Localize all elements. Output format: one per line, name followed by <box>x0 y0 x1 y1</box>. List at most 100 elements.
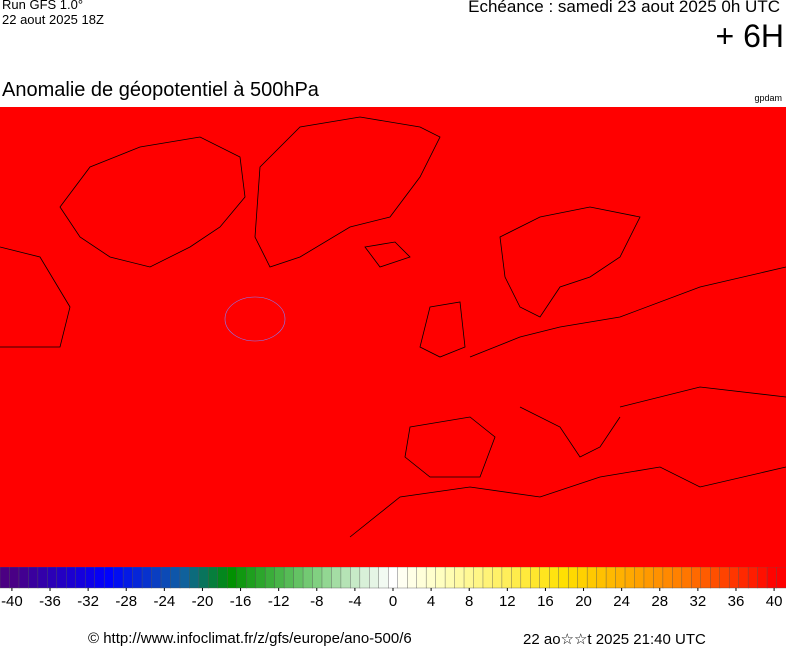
color-swatch <box>103 567 115 589</box>
colorbar: -40 -36 -32 -28 -24 -20 -16 -12 -8 -4 0 4 8 12 16 20 24 2… <box>0 567 786 610</box>
color-swatch <box>37 567 48 589</box>
coast <box>59 136 246 268</box>
color-swatch <box>132 567 143 589</box>
tick-label: -24 <box>154 593 176 610</box>
color-swatch <box>189 567 200 589</box>
color-swatch <box>274 567 285 589</box>
color-swatch <box>577 567 588 589</box>
color-swatch <box>0 567 10 589</box>
color-swatch <box>9 567 20 589</box>
color-swatch <box>312 567 323 589</box>
color-swatch <box>492 567 503 589</box>
tick-label: -16 <box>230 593 252 610</box>
color-swatch <box>549 567 560 589</box>
tick-label: 40 <box>766 593 783 610</box>
unit: gpdam <box>754 93 782 103</box>
color-swatch <box>757 567 768 589</box>
coast <box>519 406 621 458</box>
color-swatch <box>28 567 39 589</box>
color-swatch <box>501 567 512 589</box>
tick-label: 4 <box>427 593 435 610</box>
color-swatch <box>416 567 427 589</box>
map <box>0 107 786 567</box>
color-swatch <box>605 567 617 589</box>
tick-label: -12 <box>268 593 290 610</box>
color-swatch <box>747 567 759 589</box>
color-swatch <box>321 567 332 589</box>
color-swatch <box>47 567 58 589</box>
color-swatch <box>18 567 29 589</box>
color-swatch <box>141 567 153 589</box>
tick-label: -40 <box>1 593 23 610</box>
color-swatch <box>340 567 351 589</box>
tick-label: 28 <box>651 593 668 610</box>
color-swatch <box>728 567 740 589</box>
color-swatch <box>672 567 683 589</box>
coast <box>619 386 786 408</box>
run-date: 22 aout 2025 18Z <box>2 12 104 27</box>
valid-time: Echéance : samedi 23 aout 2025 0h UTC <box>468 0 780 16</box>
lead-time: + 6H <box>715 18 784 54</box>
color-swatch <box>444 567 456 589</box>
tick-label: 20 <box>575 593 592 610</box>
color-swatch <box>766 567 778 589</box>
color-swatch <box>407 567 418 589</box>
tick-label: 16 <box>537 593 554 610</box>
tick-label: -36 <box>39 593 61 610</box>
color-swatch <box>558 567 569 589</box>
coast <box>364 241 411 268</box>
color-swatch <box>634 567 645 589</box>
color-swatch <box>208 567 219 589</box>
color-swatch <box>691 567 702 589</box>
color-swatch <box>454 567 465 589</box>
coast <box>469 266 786 358</box>
color-swatch <box>66 567 77 589</box>
map-fill <box>0 107 786 567</box>
color-swatch <box>511 567 522 589</box>
color-swatch <box>615 567 626 589</box>
color-swatch <box>378 567 389 589</box>
color-swatch <box>217 567 228 589</box>
color-swatch <box>170 567 181 589</box>
run-label: Run GFS 1.0° <box>2 0 84 12</box>
color-swatch <box>700 567 711 589</box>
color-swatch <box>227 567 238 589</box>
color-swatch <box>738 567 749 589</box>
color-swatch <box>293 567 304 589</box>
color-swatch <box>350 567 361 589</box>
contour <box>224 296 286 342</box>
color-swatch <box>530 567 541 589</box>
tick-label: 8 <box>465 593 473 610</box>
color-swatch <box>662 567 673 589</box>
color-swatch <box>643 567 654 589</box>
color-swatch <box>359 567 370 589</box>
color-swatch <box>331 567 342 589</box>
color-swatch <box>264 567 276 589</box>
color-swatch <box>122 567 134 589</box>
tick-label: -8 <box>310 593 323 610</box>
color-swatch <box>482 567 493 589</box>
tick-label: 0 <box>389 593 397 610</box>
color-swatch <box>681 567 692 589</box>
color-swatch <box>567 567 579 589</box>
color-swatch <box>369 567 380 589</box>
color-swatch <box>198 567 209 589</box>
coast <box>0 246 71 348</box>
coast <box>499 206 641 318</box>
coast <box>254 116 441 268</box>
source-link[interactable]: © http://www.infoclimat.fr/z/gfs/europe/… <box>88 630 412 647</box>
color-swatch <box>302 567 314 589</box>
tick-label: 36 <box>728 593 745 610</box>
tick-label: 12 <box>499 593 516 610</box>
color-swatch <box>473 567 484 589</box>
color-swatch <box>653 567 664 589</box>
color-swatch <box>710 567 721 589</box>
color-swatch <box>539 567 550 589</box>
color-swatch <box>435 567 446 589</box>
color-swatch <box>283 567 295 589</box>
tick-label: -4 <box>348 593 361 610</box>
color-swatch <box>255 567 266 589</box>
color-swatch <box>776 567 786 589</box>
color-swatch <box>624 567 635 589</box>
